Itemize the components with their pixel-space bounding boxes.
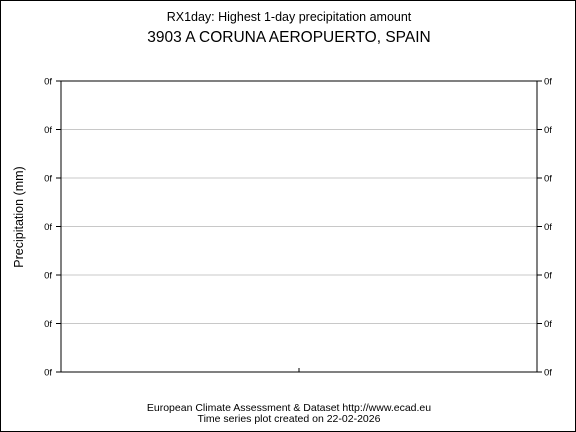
y-tick-label-left: 0f	[44, 174, 52, 185]
y-tick-label-right: 0f	[544, 368, 552, 379]
gridlines	[61, 129, 537, 324]
chart-subtitle: 3903 A CORUNA AEROPUERTO, SPAIN	[147, 29, 430, 46]
chart-title: RX1day: Highest 1-day precipitation amou…	[167, 10, 412, 24]
y-tick-label-left: 0f	[44, 271, 52, 282]
y-tick-label-right: 0f	[544, 319, 552, 330]
y-tick-label-right: 0f	[544, 174, 552, 185]
y-axis-label: Precipitation (mm)	[12, 166, 26, 267]
footer-created: Time series plot created on 22-02-2026	[198, 413, 381, 425]
y-tick-label-left: 0f	[44, 368, 52, 379]
y-tick-label-left: 0f	[44, 77, 52, 88]
y-tick-label-left: 0f	[44, 319, 52, 330]
y-tick-label-right: 0f	[544, 222, 552, 233]
y-tick-label-right: 0f	[544, 271, 552, 282]
y-tick-label-left: 0f	[44, 222, 52, 233]
y-tick-label-left: 0f	[44, 125, 52, 136]
y-tick-label-right: 0f	[544, 125, 552, 136]
y-tick-label-right: 0f	[544, 77, 552, 88]
plot-area	[60, 80, 538, 373]
footer-source: European Climate Assessment & Dataset ht…	[147, 402, 431, 414]
axis-ticks: 0f 0f 0f 0f 0f 0f 0f 0f 0f 0f 0f 0f 0f 0f	[44, 77, 552, 379]
